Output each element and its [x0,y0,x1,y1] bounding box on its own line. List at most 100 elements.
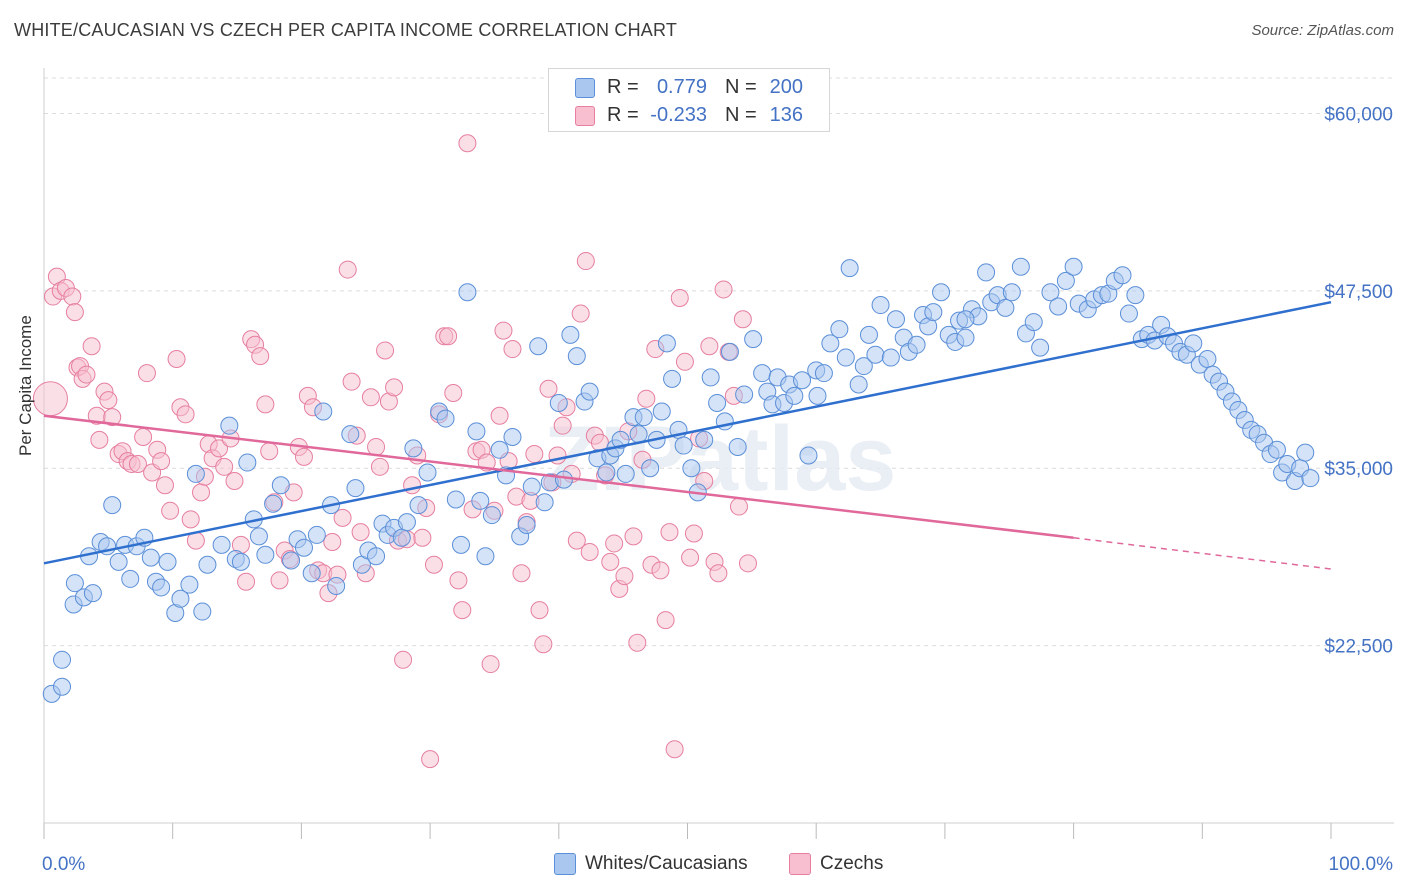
legend-n-label: N = [725,104,757,126]
data-point-whites [682,459,701,478]
data-point-czechs [128,454,147,473]
data-point-whites [840,259,859,278]
data-point-whites [554,470,573,489]
bottom-legend-swatch-whites [554,853,576,875]
data-point-whites [580,382,599,401]
data-point-whites [744,330,763,349]
data-point-czechs [82,337,101,356]
data-point-whites [728,437,747,456]
data-point-whites [392,528,411,547]
data-point-whites [109,552,128,571]
x-tick-label: 100.0% [1329,854,1394,875]
data-point-czechs [534,635,553,654]
data-point-czechs [65,303,84,322]
data-point-whites [503,428,522,447]
data-point-whites [158,552,177,571]
data-point-whites [956,328,975,347]
data-point-czechs [580,542,599,561]
trend-line-czechs [43,414,1074,540]
data-point-whites [849,375,868,394]
data-point-whites [404,439,423,458]
data-point-czechs [637,389,656,408]
data-point-czechs [210,439,229,458]
legend-n-label: N = [725,76,757,98]
data-point-whites [314,402,333,421]
data-point-czechs [738,554,757,573]
data-point-whites [561,325,580,344]
data-point-whites [1126,286,1145,305]
data-point-whites [53,677,72,696]
data-point-whites [517,516,536,534]
data-point-czechs [403,476,422,495]
data-point-whites [476,547,495,566]
data-point-czechs [660,523,679,542]
trend-line-czechs-extension [1073,537,1332,570]
data-point-whites [1002,283,1021,302]
czechs-points [32,134,757,769]
bottom-legend-label-czechs: Czechs [820,853,884,874]
data-point-whites [1056,271,1075,290]
data-point-czechs [134,428,153,447]
data-point-whites [886,310,905,329]
data-point-whites [549,393,568,412]
chart-title: WHITE/CAUCASIAN VS CZECH PER CAPITA INCO… [14,20,678,40]
data-point-whites [996,298,1015,317]
data-point-whites [871,296,890,315]
data-point-whites [674,436,693,455]
data-point-czechs [32,381,68,417]
data-point-whites [307,525,326,544]
data-point-whites [836,348,855,367]
data-point-whites [65,574,84,593]
data-point-whites [597,463,616,482]
data-point-whites [256,545,275,564]
data-point-czechs [137,364,156,383]
data-point-whites [198,555,217,574]
data-point-czechs [670,288,689,307]
data-point-czechs [351,523,370,542]
data-point-whites [152,578,171,597]
data-point-whites [121,569,140,588]
data-point-czechs [733,310,752,329]
bottom-legend-swatch-czechs [789,853,811,875]
y-tick-label: $47,500 [1324,282,1393,303]
data-point-czechs [567,531,586,550]
data-point-czechs [424,555,443,574]
data-point-czechs [490,406,509,425]
data-point-whites [1301,469,1320,488]
data-point-whites [1267,440,1286,459]
data-point-whites [302,564,321,583]
data-point-czechs [181,510,200,529]
legend-n-value: 136 [769,104,803,126]
trend-lines [43,300,1332,570]
data-point-czechs [161,501,180,520]
data-point-whites [53,650,72,669]
legend-r-label: R = [607,76,639,98]
data-point-czechs [729,497,748,516]
data-point-whites [567,347,586,366]
data-point-czechs [323,533,342,552]
trend-line-whites [43,300,1332,565]
data-point-czechs [576,252,595,271]
data-point-czechs [225,472,244,491]
data-point-whites [535,493,554,512]
legend-r-value: 0.779 [656,76,707,98]
legend-n-value: 200 [769,76,803,98]
data-point-czechs [444,384,463,403]
data-point-whites [231,552,250,571]
y-tick-label: $60,000 [1324,104,1393,125]
data-point-whites [294,538,313,557]
data-point-whites [141,548,160,567]
data-point-whites [220,416,239,435]
data-point-czechs [333,508,352,527]
data-point-czechs [367,437,386,456]
data-point-whites [735,385,754,404]
data-point-whites [866,345,885,364]
y-tick-labels: $22,500 $35,000 $47,500 $60,000 [1324,104,1393,657]
data-point-whites [458,283,477,302]
data-point-whites [367,547,386,566]
whites-points [42,257,1320,703]
data-point-czechs [413,528,432,547]
data-point-czechs [453,601,472,620]
data-point-whites [341,425,360,444]
